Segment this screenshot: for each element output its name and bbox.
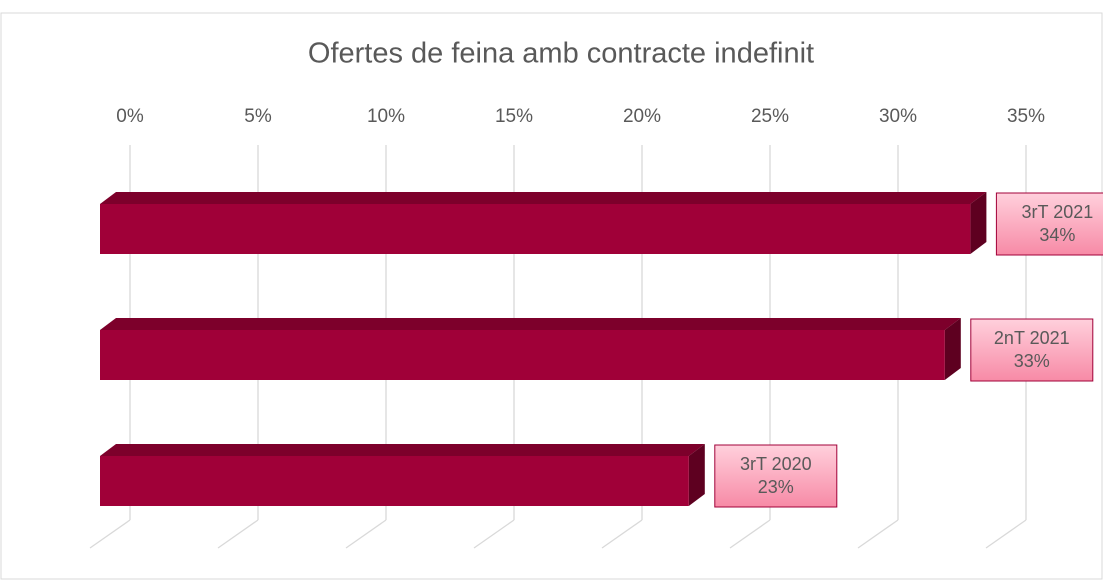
- data-label-category: 2nT 2021: [994, 328, 1070, 348]
- floor-line: [601, 519, 643, 549]
- bar: [100, 318, 961, 380]
- bar-front: [100, 330, 945, 380]
- x-tick-label: 0%: [116, 106, 144, 127]
- bar-top: [100, 318, 961, 330]
- data-label-value: 34%: [1039, 225, 1075, 245]
- floor-line: [985, 519, 1027, 549]
- bar: [100, 444, 705, 506]
- bar-side: [688, 444, 705, 506]
- x-tick-label: 10%: [367, 106, 405, 127]
- floor-line: [217, 519, 259, 549]
- floor-line: [473, 519, 515, 549]
- bar-side: [944, 318, 961, 380]
- x-tick-label: 30%: [879, 106, 917, 127]
- bar: [100, 192, 987, 254]
- bar-top: [100, 444, 705, 456]
- floor-line: [729, 519, 771, 549]
- bar-front: [100, 456, 689, 506]
- x-tick-label: 35%: [1007, 106, 1045, 127]
- floor-line: [857, 519, 899, 549]
- bar-top: [100, 192, 987, 204]
- x-tick-label: 25%: [751, 106, 789, 127]
- chart-title: Ofertes de feina amb contracte indefinit: [308, 38, 814, 70]
- x-tick-label: 20%: [623, 106, 661, 127]
- data-label-box: [995, 192, 1103, 256]
- floor-line: [345, 519, 387, 549]
- x-tick-label: 15%: [495, 106, 533, 127]
- data-label-box: [714, 444, 838, 508]
- data-label-value: 33%: [1014, 351, 1050, 371]
- floor-line: [89, 519, 131, 549]
- data-label-category: 3rT 2020: [740, 454, 812, 474]
- data-label-box: [970, 318, 1094, 382]
- bar-front: [100, 204, 971, 254]
- data-label-category: 3rT 2021: [1022, 202, 1094, 222]
- x-tick-label: 5%: [244, 106, 272, 127]
- bar-side: [970, 192, 987, 254]
- data-label-value: 23%: [758, 477, 794, 497]
